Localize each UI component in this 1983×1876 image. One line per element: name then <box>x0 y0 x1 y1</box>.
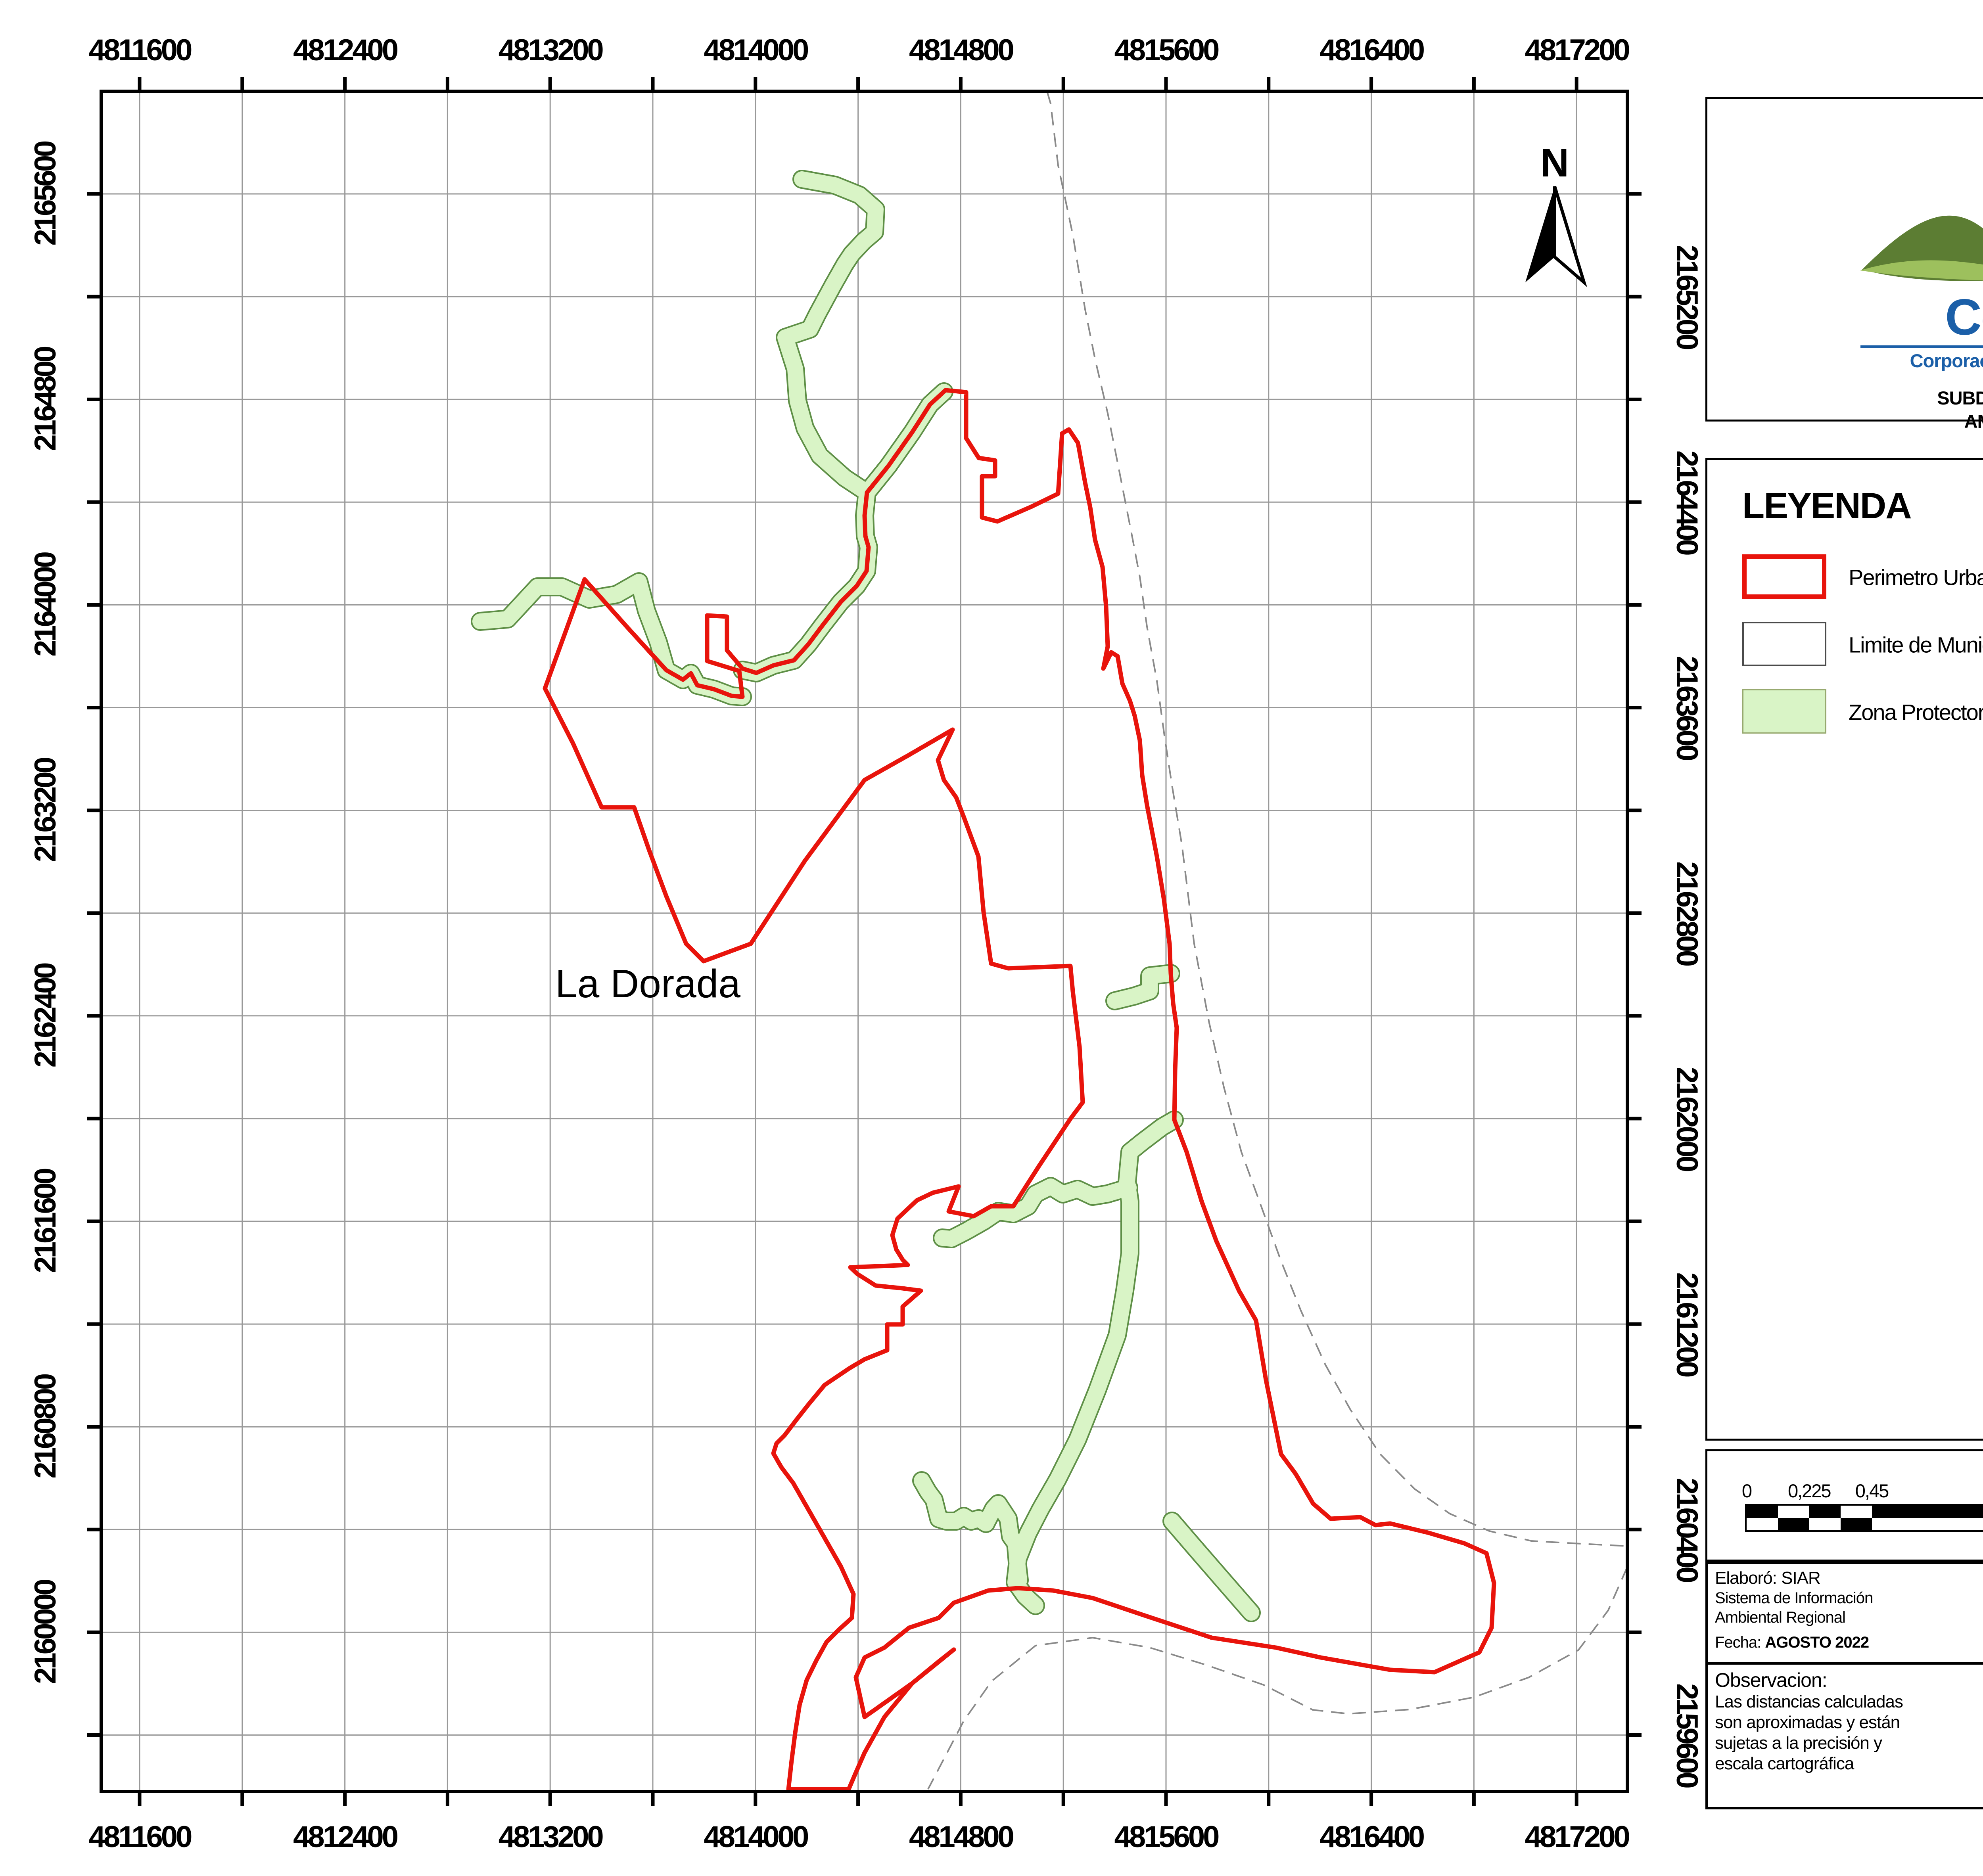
svg-text:4817200: 4817200 <box>1525 1820 1630 1854</box>
svg-text:4812400: 4812400 <box>293 33 398 67</box>
svg-text:2160000: 2160000 <box>29 1579 62 1684</box>
svg-text:4814800: 4814800 <box>909 33 1014 67</box>
map-sheet: 4811600 4811600 4812400 4812400 4813200 48132… <box>0 0 1983 1876</box>
north-arrow-icon: N <box>1525 141 1584 282</box>
scalebar-panel: Escala:1:16.500 00,2250,450,91,351,8 Kil… <box>1705 1449 1983 1562</box>
map-canvas: 4811600 4811600 4812400 4812400 4813200 48132… <box>0 0 1983 1876</box>
credits-table: Elaboró: SIAR Sistema de Información Amb… <box>1705 1562 1983 1809</box>
scalebar <box>1745 1504 1983 1532</box>
svg-text:4813200: 4813200 <box>499 33 603 67</box>
brand-underline <box>1860 345 1983 348</box>
legend-title: LEYENDA <box>1742 485 1983 527</box>
svg-text:4814000: 4814000 <box>704 1820 808 1854</box>
svg-text:4814800: 4814800 <box>909 1820 1014 1854</box>
svg-text:4813200: 4813200 <box>499 1820 603 1854</box>
perimetro-swatch <box>1742 554 1826 599</box>
svg-text:2161600: 2161600 <box>29 1169 62 1273</box>
svg-text:4811600: 4811600 <box>89 33 192 67</box>
svg-text:2161200: 2161200 <box>1670 1272 1704 1377</box>
svg-text:2164800: 2164800 <box>29 347 62 451</box>
legend-panel: LEYENDA Perimetro Urbano de LA DORADA Li… <box>1705 458 1983 1441</box>
zona-protectora-hidraulica <box>480 179 1251 1613</box>
zona-protectora-casing <box>480 179 1251 1613</box>
svg-text:2165600: 2165600 <box>29 141 62 246</box>
place-label: La Dorada <box>555 962 740 1006</box>
observacion-cell: Observacion: Las distancias calculadas s… <box>1708 1662 1983 1807</box>
svg-text:4815600: 4815600 <box>1114 1820 1219 1854</box>
svg-text:2165200: 2165200 <box>1670 245 1704 350</box>
svg-text:4811600: 4811600 <box>89 1820 192 1854</box>
svg-text:2160800: 2160800 <box>29 1374 62 1479</box>
fecha-line: Fecha: AGOSTO 2022 <box>1715 1633 1983 1652</box>
svg-text:4812400: 4812400 <box>293 1820 398 1854</box>
scalebar-tick-label: 0 <box>1742 1480 1751 1502</box>
svg-text:2163600: 2163600 <box>1670 656 1704 761</box>
svg-text:4816400: 4816400 <box>1319 33 1424 67</box>
zona-swatch <box>1742 689 1826 734</box>
brand-tagline: Corporación Autónoma Regional de Caldas <box>1707 350 1983 372</box>
svg-text:4817200: 4817200 <box>1525 33 1630 67</box>
department-title: SUBDIRECCIÓN DE PLANIFICACION AMBIENTAL … <box>1707 387 1983 433</box>
svg-text:2162800: 2162800 <box>1670 861 1704 966</box>
svg-text:N: N <box>1540 141 1569 185</box>
svg-text:2162400: 2162400 <box>29 963 62 1068</box>
elaboro-cell: Elaboró: SIAR Sistema de Información Amb… <box>1708 1564 1983 1662</box>
brand-wordmark: Corpocaldas <box>1707 292 1983 343</box>
svg-text:4816400: 4816400 <box>1319 1820 1424 1854</box>
logo-panel: Corpocaldas Corporación Autónoma Regiona… <box>1705 97 1983 422</box>
svg-text:4815600: 4815600 <box>1114 33 1219 67</box>
svg-text:2164000: 2164000 <box>29 552 62 657</box>
svg-text:4814000: 4814000 <box>704 33 808 67</box>
corpocaldas-logo-icon <box>1707 99 1983 286</box>
map-frame: 4811600 4811600 4812400 4812400 4813200 48132… <box>29 33 1704 1854</box>
svg-text:2163200: 2163200 <box>29 757 62 862</box>
svg-text:2162000: 2162000 <box>1670 1067 1704 1171</box>
graticule-grid <box>101 91 1627 1792</box>
scalebar-tick-label: 0,225 <box>1788 1480 1831 1502</box>
scalebar-tick-label: 0,45 <box>1855 1480 1888 1502</box>
svg-text:2160400: 2160400 <box>1670 1478 1704 1583</box>
municipios-swatch <box>1742 622 1826 666</box>
svg-text:2159600: 2159600 <box>1670 1683 1704 1788</box>
svg-text:2164400: 2164400 <box>1670 450 1704 555</box>
